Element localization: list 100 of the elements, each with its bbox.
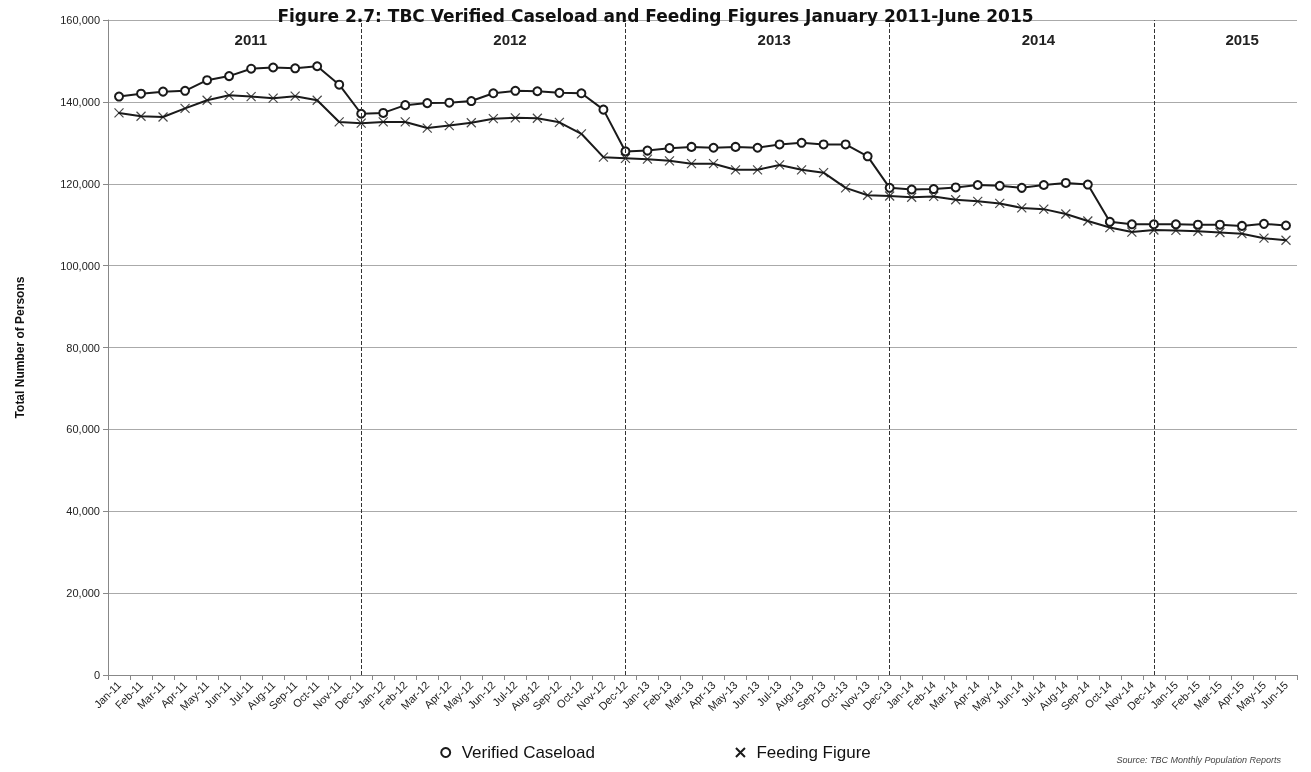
point (268, 62, 279, 73)
point (708, 142, 719, 153)
point (598, 104, 609, 115)
point (334, 79, 345, 90)
point (1060, 177, 1071, 188)
point (1126, 219, 1137, 230)
point (840, 139, 851, 150)
point (1126, 226, 1137, 238)
point (1170, 225, 1181, 236)
point (1214, 227, 1226, 238)
point (1192, 226, 1204, 237)
point (906, 184, 917, 195)
point (400, 100, 411, 111)
y-tick-label: 20,000 (66, 587, 100, 600)
point (774, 159, 785, 171)
point (884, 190, 895, 202)
point (444, 97, 455, 108)
point (994, 198, 1005, 209)
point (818, 167, 829, 178)
point (972, 179, 983, 190)
point (730, 141, 741, 152)
point (1236, 228, 1248, 239)
y-tick-label: 120,000 (60, 177, 100, 190)
point (444, 120, 455, 131)
point (532, 113, 543, 124)
point (290, 63, 301, 74)
point (1148, 224, 1159, 236)
point (642, 145, 653, 156)
point (113, 107, 125, 119)
point (180, 85, 191, 96)
point (356, 118, 367, 129)
point (422, 122, 433, 134)
y-tick-label: 0 (93, 669, 100, 681)
y-tick-label: 100,000 (60, 259, 100, 272)
point (554, 87, 565, 98)
y-tick-label: 40,000 (66, 505, 100, 518)
point (1258, 233, 1270, 244)
point (532, 86, 543, 97)
y-tick-label: 80,000 (66, 341, 100, 354)
point (158, 86, 169, 97)
point (994, 180, 1005, 191)
point (488, 88, 499, 99)
point (1016, 202, 1027, 213)
point (950, 182, 961, 193)
point (598, 152, 609, 163)
legend-label: Feeding Figure (756, 743, 871, 762)
point (268, 93, 279, 104)
point (862, 151, 873, 162)
point (1280, 235, 1292, 246)
annotation: 2013 (757, 31, 791, 48)
point (290, 91, 301, 102)
point (1281, 220, 1291, 231)
point (1236, 220, 1247, 231)
point (796, 137, 807, 148)
point (1016, 182, 1027, 193)
point (686, 141, 697, 152)
point (972, 196, 983, 207)
point (620, 153, 631, 164)
y-axis-title: Total Number of Persons (13, 276, 27, 419)
point (1192, 219, 1203, 230)
point (312, 95, 323, 106)
point (1082, 215, 1093, 227)
point (928, 191, 939, 202)
point (576, 128, 587, 139)
point (157, 111, 169, 123)
point (202, 75, 213, 86)
point (422, 98, 433, 109)
point (708, 158, 719, 169)
point (730, 164, 741, 175)
point (510, 85, 521, 96)
point (1104, 222, 1115, 233)
point (554, 117, 565, 128)
point (664, 155, 675, 166)
point (114, 91, 125, 102)
y-tick-label: 60,000 (66, 423, 100, 436)
annotation: 2014 (1021, 31, 1056, 48)
source-note: Source: TBC Monthly Population Reports (1116, 754, 1282, 765)
y-tick-label: 160,000 (60, 14, 100, 26)
annotation: 2015 (1225, 31, 1259, 48)
point (136, 88, 147, 99)
annotation: 2011 (234, 31, 268, 48)
point (1082, 179, 1093, 190)
point (201, 95, 213, 106)
point (1214, 219, 1225, 230)
point (466, 96, 477, 107)
point (840, 182, 851, 193)
point (752, 164, 763, 175)
point (378, 116, 389, 128)
point (774, 139, 785, 150)
point (906, 192, 917, 203)
point (642, 154, 653, 165)
point (928, 184, 939, 195)
point (400, 116, 411, 128)
point (1170, 219, 1181, 230)
point (488, 113, 499, 124)
point (664, 143, 675, 154)
point (576, 88, 587, 99)
legend-label: Verified Caseload (461, 743, 595, 762)
point (510, 112, 521, 123)
point (466, 117, 477, 128)
